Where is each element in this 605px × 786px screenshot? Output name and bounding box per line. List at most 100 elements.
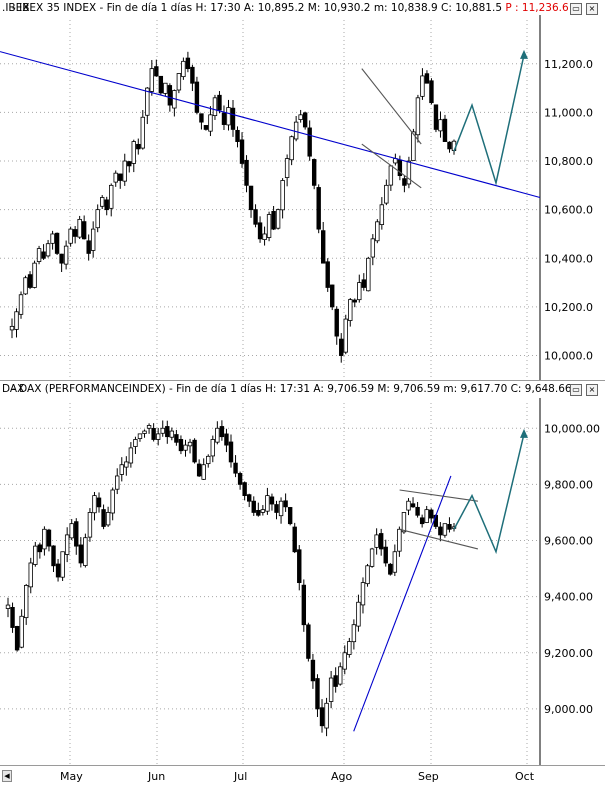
- candle-body: [28, 562, 33, 588]
- candle-body: [196, 463, 202, 477]
- channel-lower-line: [361, 143, 422, 189]
- x-tick-label: Jun: [148, 770, 166, 783]
- close-panel-icon[interactable]: ×: [586, 384, 598, 396]
- candle-body: [388, 165, 394, 186]
- candle-body: [83, 537, 88, 566]
- candle-body: [221, 112, 227, 125]
- close-panel-icon[interactable]: ×: [586, 3, 598, 15]
- candle-body: [237, 473, 243, 485]
- candle-body: [384, 184, 389, 204]
- candle-body: [415, 97, 421, 136]
- candle-body: [36, 248, 42, 262]
- candle-body: [54, 232, 60, 254]
- candle-body: [37, 544, 43, 553]
- minimize-panel-icon[interactable]: ▭: [570, 3, 582, 15]
- candle-body: [104, 199, 109, 211]
- candle-body: [330, 284, 335, 308]
- candle-body: [212, 97, 218, 117]
- candle-body: [32, 262, 37, 288]
- dax-header-text: - DAX (PERFORMANCEINDEX) - Fin de día 1 …: [12, 383, 572, 395]
- candle-body: [206, 455, 211, 465]
- candle-body: [289, 136, 294, 161]
- candle-body: [18, 294, 24, 315]
- candle-body: [100, 197, 105, 207]
- y-tick-label: 9,000.00: [544, 703, 593, 716]
- candle-body: [278, 500, 284, 517]
- candle-body: [429, 80, 434, 104]
- candle-body: [215, 427, 220, 443]
- candle-body: [27, 274, 33, 288]
- candle-body: [74, 521, 79, 547]
- y-tick-label: 11,200.0: [544, 58, 593, 71]
- candle-body: [90, 228, 96, 251]
- ibex-candlestick-chart[interactable]: 10,000.0 10,200.0 10,400.0 10,600.0 10,800.0…: [0, 0, 605, 380]
- candle-body: [199, 113, 204, 123]
- candle-body: [124, 461, 129, 468]
- candle-body: [262, 233, 267, 240]
- scroll-left-icon[interactable]: ◀: [2, 770, 12, 782]
- candle-body: [19, 615, 24, 648]
- candle-body: [92, 495, 97, 514]
- candle-body: [131, 141, 136, 164]
- candle-body: [438, 526, 443, 536]
- candle-body: [447, 524, 452, 530]
- candle-body: [41, 251, 46, 259]
- projection-arrowhead-icon: [520, 428, 528, 438]
- candle-body: [217, 94, 222, 111]
- candle-body: [388, 563, 393, 575]
- candle-body: [401, 512, 407, 533]
- candle-body: [160, 427, 165, 434]
- candle-body: [321, 230, 326, 264]
- candle-body: [266, 214, 272, 238]
- y-tick-label: 9,400.00: [544, 591, 593, 604]
- candle-body: [118, 173, 123, 181]
- candle-body: [140, 116, 145, 149]
- candle-body: [433, 104, 439, 130]
- candle-body: [233, 462, 238, 474]
- dax-chart-panel: DAX - DAX (PERFORMANCEINDEX) - Fin de dí…: [0, 380, 605, 766]
- candle-body: [325, 261, 330, 288]
- candle-body: [442, 118, 448, 142]
- candle-body: [307, 127, 312, 157]
- candle-body: [145, 87, 150, 116]
- projection-arrowhead-icon: [520, 49, 528, 59]
- candle-body: [105, 512, 111, 526]
- candle-body: [275, 209, 281, 229]
- candle-body: [190, 66, 195, 84]
- candle-body: [378, 533, 384, 550]
- candle-body: [424, 73, 430, 84]
- candle-body: [9, 325, 15, 331]
- candle-body: [392, 551, 398, 573]
- dax-candlestick-chart[interactable]: 9,000.00 9,200.00 9,400.00 9,600.00 9,800.00…: [0, 381, 605, 766]
- candle-body: [269, 496, 275, 505]
- x-tick-label: Oct: [515, 770, 535, 783]
- candle-body: [265, 495, 270, 512]
- ibex-header-text: - IBEX 35 INDEX - Fin de día 1 días H: 1…: [12, 2, 506, 14]
- y-tick-label: 10,000.0: [544, 350, 593, 363]
- candle-body: [33, 545, 38, 565]
- minimize-panel-icon[interactable]: ▭: [570, 384, 582, 396]
- candle-body: [63, 245, 69, 265]
- candle-body: [280, 180, 285, 211]
- candle-body: [208, 114, 213, 132]
- y-tick-label: 9,200.00: [544, 647, 593, 660]
- candle-body: [415, 506, 420, 516]
- candle-body: [438, 119, 443, 132]
- candle-body: [242, 482, 247, 497]
- x-tick-label: Ago: [331, 770, 353, 783]
- candle-body: [183, 444, 188, 451]
- candle-body: [203, 125, 209, 130]
- candle-body: [101, 509, 106, 527]
- candle-body: [419, 517, 425, 525]
- candle-body: [224, 433, 229, 446]
- candle-body: [185, 57, 191, 70]
- candle-body: [379, 204, 385, 225]
- candle-body: [68, 228, 73, 244]
- candle-body: [235, 129, 240, 142]
- candle-body: [292, 526, 297, 553]
- candle-body: [351, 624, 357, 643]
- candle-body: [128, 447, 134, 464]
- candle-body: [45, 243, 51, 257]
- channel-lower-line: [399, 528, 479, 550]
- candle-body: [154, 66, 159, 77]
